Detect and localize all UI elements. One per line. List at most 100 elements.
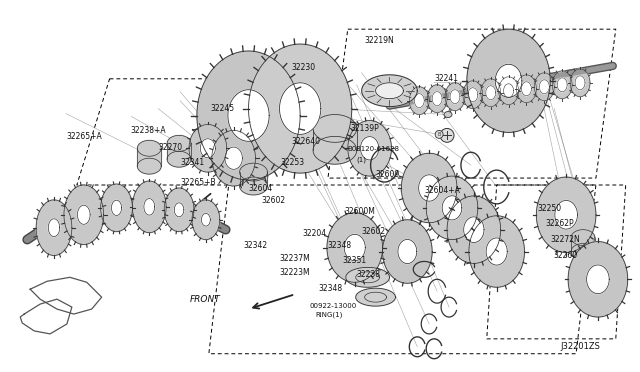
Text: 32260: 32260 xyxy=(554,251,578,260)
Polygon shape xyxy=(189,125,227,172)
Text: 32602: 32602 xyxy=(362,227,385,235)
Polygon shape xyxy=(486,86,495,100)
Polygon shape xyxy=(398,240,417,264)
Polygon shape xyxy=(571,230,595,246)
Polygon shape xyxy=(138,140,161,156)
Polygon shape xyxy=(504,84,513,98)
Polygon shape xyxy=(571,244,595,259)
Polygon shape xyxy=(534,73,554,101)
Polygon shape xyxy=(426,176,478,240)
Text: 32600M: 32600M xyxy=(344,207,375,217)
Text: 32604: 32604 xyxy=(249,184,273,193)
Polygon shape xyxy=(376,83,403,99)
Text: 32270: 32270 xyxy=(158,143,182,152)
Polygon shape xyxy=(486,238,508,265)
Polygon shape xyxy=(144,199,155,215)
Text: 32262P: 32262P xyxy=(545,219,574,228)
Text: 32604+A: 32604+A xyxy=(425,186,461,195)
Polygon shape xyxy=(48,219,60,237)
Polygon shape xyxy=(360,137,379,160)
Polygon shape xyxy=(362,75,417,107)
Text: 322640: 322640 xyxy=(291,137,321,146)
Circle shape xyxy=(435,131,443,138)
Text: 00922-13000: 00922-13000 xyxy=(309,303,356,309)
Polygon shape xyxy=(346,267,390,287)
Polygon shape xyxy=(197,51,300,180)
Polygon shape xyxy=(248,44,352,173)
Polygon shape xyxy=(239,177,268,195)
Polygon shape xyxy=(344,234,365,261)
Polygon shape xyxy=(167,143,191,159)
Text: 32241: 32241 xyxy=(435,74,458,83)
Polygon shape xyxy=(467,29,550,132)
Text: B08120-61628: B08120-61628 xyxy=(348,146,399,152)
Text: 32348: 32348 xyxy=(318,284,342,293)
Polygon shape xyxy=(239,172,268,186)
Polygon shape xyxy=(313,115,356,142)
Polygon shape xyxy=(36,200,72,256)
Polygon shape xyxy=(571,238,595,251)
Text: 32238: 32238 xyxy=(356,270,380,279)
Text: 32204: 32204 xyxy=(302,229,326,238)
Polygon shape xyxy=(552,71,572,99)
Text: J32201ZS: J32201ZS xyxy=(560,342,600,351)
Polygon shape xyxy=(167,151,191,167)
Polygon shape xyxy=(64,185,104,244)
Polygon shape xyxy=(348,121,392,176)
Polygon shape xyxy=(111,200,122,215)
Text: (1): (1) xyxy=(357,157,367,163)
Text: 32245: 32245 xyxy=(210,104,234,113)
Polygon shape xyxy=(192,200,220,240)
Polygon shape xyxy=(138,158,161,174)
Text: RING(1): RING(1) xyxy=(316,311,343,318)
Text: 32230: 32230 xyxy=(291,63,316,72)
Polygon shape xyxy=(468,88,478,102)
Polygon shape xyxy=(536,177,596,253)
Polygon shape xyxy=(469,216,524,287)
Text: 32237M: 32237M xyxy=(279,254,310,263)
Polygon shape xyxy=(575,76,585,90)
Polygon shape xyxy=(202,214,211,226)
Polygon shape xyxy=(481,79,500,107)
Polygon shape xyxy=(442,196,462,220)
Polygon shape xyxy=(164,188,194,232)
Polygon shape xyxy=(167,135,191,151)
Polygon shape xyxy=(313,137,356,164)
Polygon shape xyxy=(495,64,522,97)
Text: 32253: 32253 xyxy=(280,157,305,167)
Polygon shape xyxy=(419,175,440,201)
Text: 32238+A: 32238+A xyxy=(131,126,166,135)
Ellipse shape xyxy=(444,112,452,118)
Polygon shape xyxy=(138,148,161,166)
Text: 32250: 32250 xyxy=(538,203,562,213)
Text: 32223M: 32223M xyxy=(279,268,310,277)
Polygon shape xyxy=(228,90,269,141)
Polygon shape xyxy=(568,241,628,317)
Polygon shape xyxy=(174,203,184,217)
Text: 32219N: 32219N xyxy=(364,36,394,45)
Text: 32602: 32602 xyxy=(261,196,285,205)
Polygon shape xyxy=(522,82,531,96)
Text: B: B xyxy=(437,132,441,137)
Text: FRONT: FRONT xyxy=(190,295,221,304)
Text: 32342: 32342 xyxy=(244,241,268,250)
Polygon shape xyxy=(225,147,243,169)
Polygon shape xyxy=(212,131,255,186)
Circle shape xyxy=(440,128,454,142)
Polygon shape xyxy=(200,139,216,158)
Polygon shape xyxy=(427,85,447,113)
Polygon shape xyxy=(587,265,609,294)
Polygon shape xyxy=(100,184,132,232)
Polygon shape xyxy=(356,288,396,306)
Polygon shape xyxy=(570,69,590,97)
Polygon shape xyxy=(280,83,321,134)
Text: 32265+A: 32265+A xyxy=(66,132,102,141)
Polygon shape xyxy=(463,81,483,109)
Polygon shape xyxy=(432,92,442,106)
Text: 32351: 32351 xyxy=(342,256,366,265)
Polygon shape xyxy=(401,153,457,223)
Polygon shape xyxy=(132,181,166,232)
Polygon shape xyxy=(447,196,500,263)
Text: 32265+B: 32265+B xyxy=(180,178,216,187)
Polygon shape xyxy=(516,75,536,103)
